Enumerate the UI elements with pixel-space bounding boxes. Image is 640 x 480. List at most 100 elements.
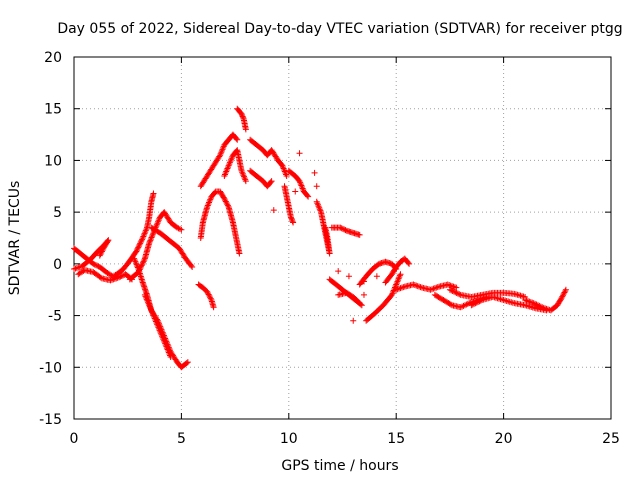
data-point [242, 176, 249, 183]
data-point [207, 195, 214, 202]
data-point [94, 262, 101, 269]
data-point [117, 273, 124, 280]
data-point [204, 288, 211, 295]
data-point [313, 183, 320, 190]
data-point [145, 300, 152, 307]
data-point [160, 336, 167, 343]
x-tick-label: 15 [387, 431, 405, 447]
data-point [135, 244, 142, 251]
data-point [132, 258, 139, 265]
data-point [283, 171, 290, 178]
data-point [457, 304, 464, 311]
data-point [335, 268, 342, 275]
data-point [224, 202, 231, 209]
data-point [559, 293, 566, 300]
data-point [446, 286, 453, 293]
data-point [341, 226, 348, 233]
data-point [453, 289, 460, 296]
data-point [313, 198, 320, 205]
y-tick-label: -15 [39, 412, 62, 428]
data-point [360, 278, 367, 285]
data-point [356, 231, 363, 238]
data-point [450, 283, 457, 290]
data-point [311, 169, 318, 176]
data-point [140, 258, 147, 265]
data-point [160, 337, 167, 344]
data-point [139, 261, 146, 268]
x-tick-label: 20 [495, 431, 513, 447]
data-point [164, 346, 171, 353]
data-point [317, 207, 324, 214]
data-point [390, 288, 397, 295]
data-point [394, 278, 401, 285]
data-point [91, 261, 98, 268]
data-point [558, 294, 565, 301]
data-point [360, 291, 367, 298]
data-point [451, 284, 458, 291]
data-point [413, 282, 420, 289]
data-point [158, 331, 165, 338]
data-point [304, 192, 311, 199]
data-point [557, 296, 564, 303]
data-point [221, 171, 228, 178]
data-point [342, 227, 349, 234]
data-point [146, 303, 153, 310]
data-point [221, 172, 228, 179]
data-point [560, 292, 567, 299]
data-point [206, 199, 213, 206]
data-point [447, 301, 454, 308]
data-point [165, 349, 172, 356]
data-point [222, 198, 229, 205]
data-point [210, 304, 217, 311]
data-point [536, 302, 543, 309]
data-point [534, 302, 541, 309]
axis-ticks [73, 56, 612, 420]
data-point [240, 173, 247, 180]
data-point [204, 202, 211, 209]
data-point [298, 182, 305, 189]
data-point [108, 276, 115, 283]
data-point [239, 112, 246, 119]
data-point [229, 153, 236, 160]
data-point [268, 178, 275, 185]
data-point [71, 266, 77, 273]
data-point [143, 226, 150, 233]
data-point [118, 273, 125, 280]
data-point [163, 345, 170, 352]
data-point [176, 226, 183, 233]
data-point [322, 224, 329, 231]
y-tick-labels: -15 -10 -5 0 5 10 15 20 [39, 50, 62, 428]
data-point [238, 167, 245, 174]
data-point [289, 216, 296, 223]
data-point [155, 324, 162, 331]
data-point [283, 172, 290, 179]
data-point [464, 300, 471, 307]
data-point [141, 291, 148, 298]
data-point [223, 168, 230, 175]
data-point [146, 302, 153, 309]
y-axis-label: SDTVAR / TECUs [7, 181, 23, 296]
data-point [139, 235, 146, 241]
data-point [132, 249, 139, 256]
data-point [395, 275, 402, 282]
data-point [405, 259, 412, 266]
data-point [150, 190, 157, 197]
data-point [204, 290, 211, 297]
data-point [537, 303, 544, 310]
data-point [154, 322, 161, 329]
data-point [530, 300, 537, 307]
data-point [290, 219, 297, 226]
data-point [159, 334, 166, 341]
data-point [218, 147, 225, 154]
data-point [217, 150, 224, 157]
data-point [113, 275, 120, 282]
data-point [140, 233, 147, 240]
data-point [296, 178, 303, 185]
data-point [533, 301, 540, 308]
data-point [224, 165, 231, 172]
x-tick-label: 10 [280, 431, 298, 447]
data-point [350, 317, 357, 324]
data-point [207, 294, 214, 301]
data-point [281, 167, 288, 174]
data-point [345, 273, 352, 280]
